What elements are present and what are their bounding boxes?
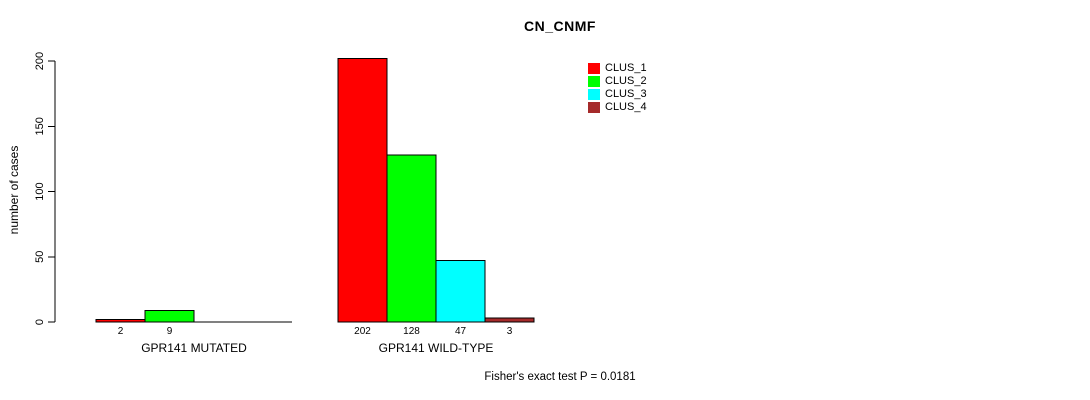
y-tick-label: 150 <box>34 117 46 135</box>
legend-item: CLUS_3 <box>588 88 647 101</box>
chart-title: CN_CNMF <box>524 18 596 34</box>
stat-annotation: Fisher's exact test P = 0.0181 <box>484 371 636 383</box>
bar <box>484 317 535 323</box>
legend-label: CLUS_1 <box>605 62 647 74</box>
bar-value-label: 9 <box>167 326 173 337</box>
y-tick-label: 0 <box>34 319 46 325</box>
bar <box>337 57 388 323</box>
legend-label: CLUS_4 <box>605 101 647 113</box>
legend-label: CLUS_2 <box>605 75 647 87</box>
y-tick-label: 50 <box>34 251 46 263</box>
bar <box>95 318 146 323</box>
legend-item: CLUS_1 <box>588 62 647 75</box>
bar <box>435 260 486 323</box>
legend-swatch <box>588 89 600 100</box>
legend-item: CLUS_4 <box>588 101 647 114</box>
legend-swatch <box>588 76 600 87</box>
bar-value-label: 128 <box>403 326 420 337</box>
bar <box>386 154 437 323</box>
legend: CLUS_1 CLUS_2 CLUS_3 CLUS_4 <box>588 62 647 114</box>
legend-item: CLUS_2 <box>588 75 647 88</box>
bar-value-label: 3 <box>507 326 513 337</box>
x-group-label: GPR141 MUTATED <box>141 341 247 355</box>
bar-value-label: 202 <box>354 326 371 337</box>
y-tick-label: 200 <box>34 52 46 70</box>
legend-swatch <box>588 102 600 113</box>
bar-value-label: 2 <box>118 326 124 337</box>
legend-swatch <box>588 63 600 74</box>
y-tick-label: 100 <box>34 182 46 200</box>
legend-label: CLUS_3 <box>605 88 647 100</box>
x-group-label: GPR141 WILD-TYPE <box>379 341 494 355</box>
bar <box>144 309 195 323</box>
bar-value-label: 47 <box>455 326 467 337</box>
